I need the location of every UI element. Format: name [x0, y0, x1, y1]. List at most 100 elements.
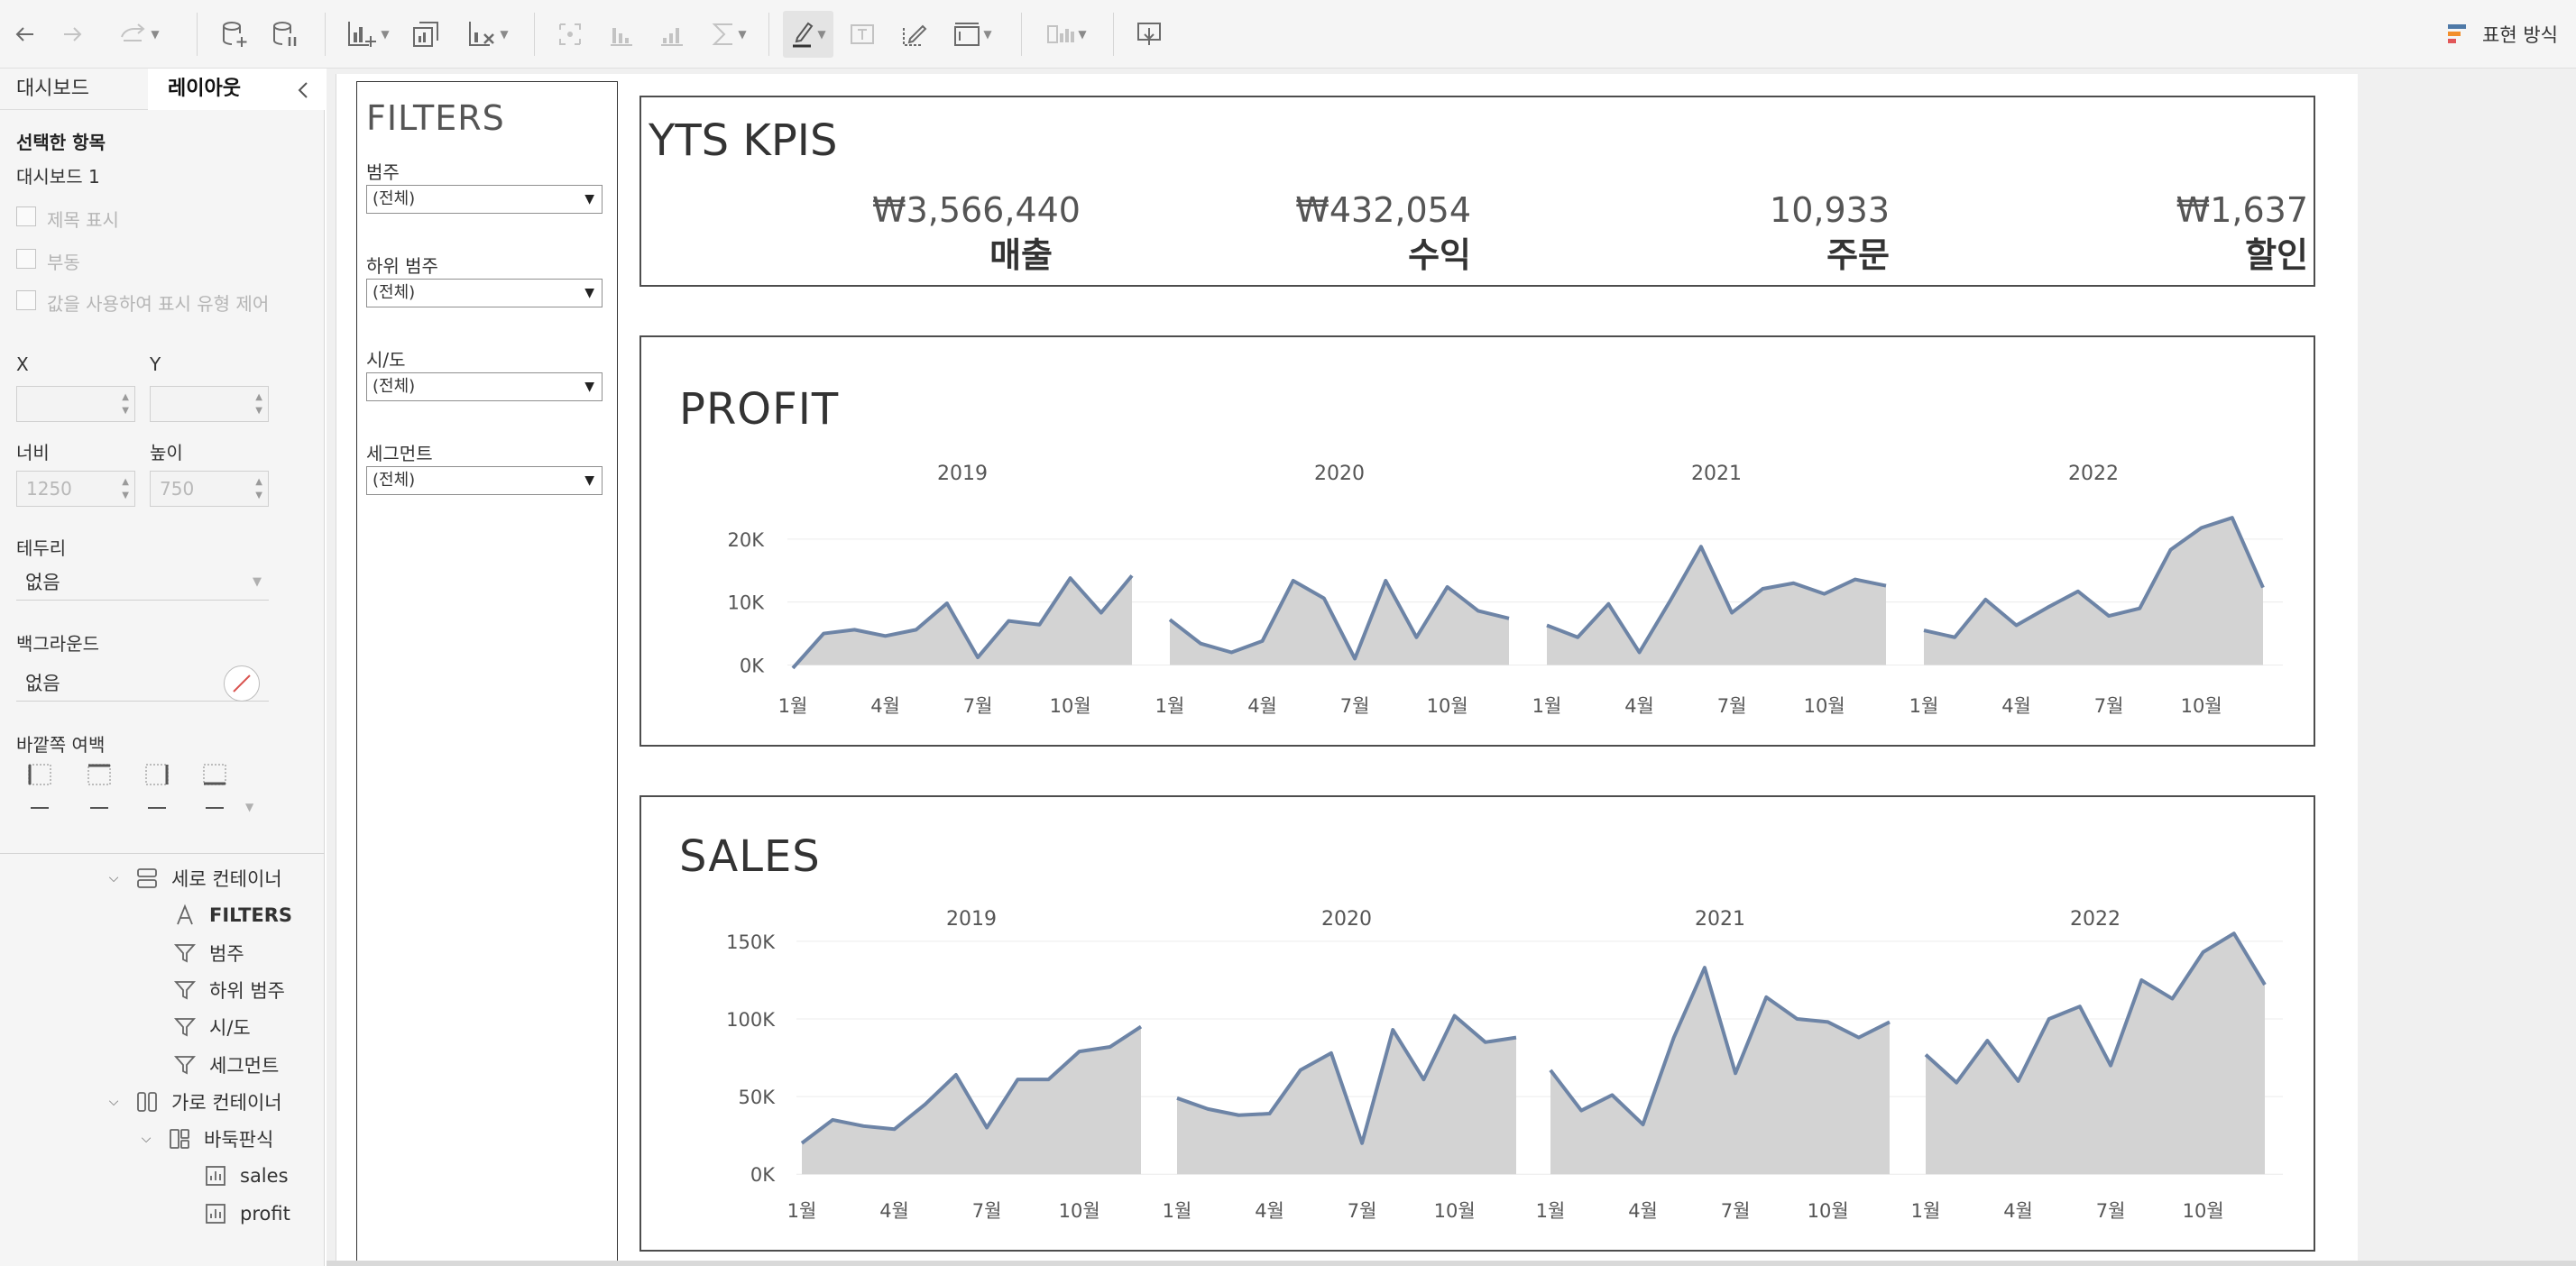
x-tick-label: 4월 [2003, 1200, 2033, 1222]
swap-button[interactable] [550, 11, 590, 58]
hierarchy-item-label: 세로 컨테이너 [171, 868, 282, 890]
area-fill [1924, 518, 2263, 665]
present-button[interactable] [1129, 11, 1169, 58]
height-value: 750 [160, 478, 195, 500]
fit-button[interactable]: ▼ [945, 11, 999, 58]
highlight-button[interactable]: ▼ [783, 11, 833, 58]
annotate-icon [903, 24, 927, 46]
chevron-down-icon[interactable]: ⌵ [141, 1132, 152, 1147]
bottom-scrollbar[interactable] [327, 1261, 2576, 1266]
sort-asc-icon [611, 28, 632, 46]
background-color-button[interactable] [224, 665, 260, 702]
kpi-value: ₩432,054 [1295, 190, 1471, 230]
kpi-title: YTS KPIS [649, 115, 838, 166]
kpi-value: ₩3,566,440 [872, 190, 1081, 230]
control-visibility-label: 값을 사용하여 표시 유형 제어 [47, 293, 270, 315]
filter-select-category[interactable]: (전체) ▼ [366, 185, 603, 214]
back-button[interactable] [7, 11, 43, 58]
clear-sheet-button[interactable]: ▼ [460, 11, 516, 58]
padding-left-button[interactable] [25, 763, 54, 815]
show-title-label: 제목 표시 [47, 209, 119, 231]
new-worksheet-button[interactable]: ▼ [343, 11, 393, 58]
filter-select-segment[interactable]: (전체) ▼ [366, 466, 603, 495]
hierarchy-item[interactable]: profit [204, 1197, 290, 1230]
x-tick-label: 7월 [1340, 695, 1370, 717]
padding-right-icon [145, 764, 169, 809]
forward-arrow-icon [64, 27, 82, 41]
filter-value: (전체) [373, 283, 416, 302]
x-tick-label: 1월 [1163, 1200, 1192, 1222]
height-input[interactable]: 750 ▲ ▼ [150, 471, 269, 507]
kpi-sheet[interactable]: YTS KPIS ₩3,566,440 매출 ₩432,054 수익 10,93… [639, 96, 2315, 287]
kpi-discount: ₩1,637 할인 [2128, 188, 2308, 278]
hierarchy-item-label: FILTERS [209, 904, 293, 927]
hierarchy-item[interactable]: 세그먼트 [173, 1049, 279, 1081]
x-tick-label: 1월 [778, 695, 808, 717]
hierarchy-item[interactable]: sales [204, 1160, 289, 1192]
padding-top-button[interactable] [85, 763, 114, 815]
spinner-arrows-icon: ▲ ▼ [255, 477, 262, 500]
filter-select-subcategory[interactable]: (전체) ▼ [366, 279, 603, 307]
series-line [1924, 931, 2267, 1085]
kpi-label: 수익 [1408, 235, 1471, 275]
totals-button[interactable]: ▼ [702, 11, 756, 58]
panel-header: 2021 [1695, 908, 1745, 931]
hierarchy-item[interactable]: 하위 범주 [173, 974, 285, 1006]
duplicate-sheet-button[interactable] [406, 11, 446, 58]
area-fill [802, 1026, 1141, 1175]
hierarchy-item[interactable]: FILTERS [173, 899, 292, 931]
annotate-button[interactable] [895, 11, 934, 58]
x-tick-label: 1월 [1536, 1200, 1566, 1222]
chevron-down-icon: ▼ [245, 801, 254, 813]
sort-ascending-button[interactable] [601, 11, 640, 58]
show-me-cards-button[interactable]: ▼ [1039, 11, 1093, 58]
padding-dropdown[interactable]: ▼ [245, 801, 253, 813]
y-label: Y [150, 353, 161, 375]
y-tick-label: 0K [750, 1164, 776, 1186]
padding-bottom-button[interactable] [200, 763, 229, 815]
tab-layout[interactable]: 레이아웃 [168, 78, 241, 100]
floating-checkbox[interactable] [16, 249, 36, 269]
show-me-button[interactable]: 표현 방식 [2446, 13, 2558, 56]
area-fill [793, 575, 1132, 668]
hierarchy-item[interactable]: ⌵ 가로 컨테이너 [105, 1086, 282, 1118]
chevron-down-icon[interactable]: ⌵ [108, 871, 119, 885]
profit-sheet[interactable]: PROFIT 0K 10K 20K 2019 1월 4월 7월 10월 2020 1월 4월 7월 10… [639, 335, 2315, 747]
y-tick-label: 0K [740, 655, 765, 676]
x-tick-label: 10월 [1808, 1200, 1849, 1222]
filter-value: (전체) [373, 471, 416, 490]
canvas-margin [2358, 69, 2576, 1266]
border-select[interactable]: 없음 ▼ [16, 564, 269, 601]
chevron-down-icon: ▼ [381, 28, 390, 41]
x-tick-label: 10월 [1434, 1200, 1476, 1222]
sales-sheet[interactable]: SALES 0K 50K 100K 150K 2019 1월 4월 7월 10월 2020 1월 4월… [639, 795, 2315, 1252]
hierarchy-item[interactable]: ⌵ 바둑판식 [137, 1123, 274, 1155]
add-datasource-button[interactable] [215, 11, 254, 58]
y-position-input[interactable]: ▲ ▼ [150, 386, 269, 422]
chevron-down-icon[interactable]: ⌵ [108, 1094, 119, 1109]
padding-right-button[interactable] [143, 763, 171, 815]
present-icon [1137, 23, 1161, 45]
collapse-panel-button[interactable] [290, 78, 316, 103]
control-visibility-checkbox[interactable] [16, 290, 36, 310]
kpi-orders: 10,933 주문 [1709, 188, 1890, 278]
pause-updates-button[interactable] [265, 11, 305, 58]
tab-dashboard[interactable]: 대시보드 [16, 78, 89, 100]
hierarchy-item[interactable]: ⌵ 세로 컨테이너 [105, 862, 282, 894]
background-select[interactable]: 없음 [16, 665, 269, 702]
x-position-input[interactable]: ▲ ▼ [16, 386, 135, 422]
filter-icon [173, 1015, 197, 1039]
show-title-checkbox[interactable] [16, 206, 36, 226]
forward-button[interactable] [54, 11, 90, 58]
show-me-icon [2448, 24, 2467, 43]
sort-descending-button[interactable] [651, 11, 691, 58]
redo-button[interactable]: ▼ [103, 11, 175, 58]
filters-container[interactable]: FILTERS 범주 (전체) ▼ 하위 범주 (전체) ▼ 시/도 (전체) … [356, 81, 618, 1266]
show-labels-button[interactable] [842, 11, 882, 58]
width-input[interactable]: 1250 ▲ ▼ [16, 471, 135, 507]
hierarchy-item[interactable]: 시/도 [173, 1011, 251, 1043]
horizontal-container-icon [135, 1090, 159, 1114]
hierarchy-item[interactable]: 범주 [173, 937, 244, 969]
filter-select-state[interactable]: (전체) ▼ [366, 372, 603, 401]
x-tick-label: 7월 [972, 1200, 1002, 1222]
